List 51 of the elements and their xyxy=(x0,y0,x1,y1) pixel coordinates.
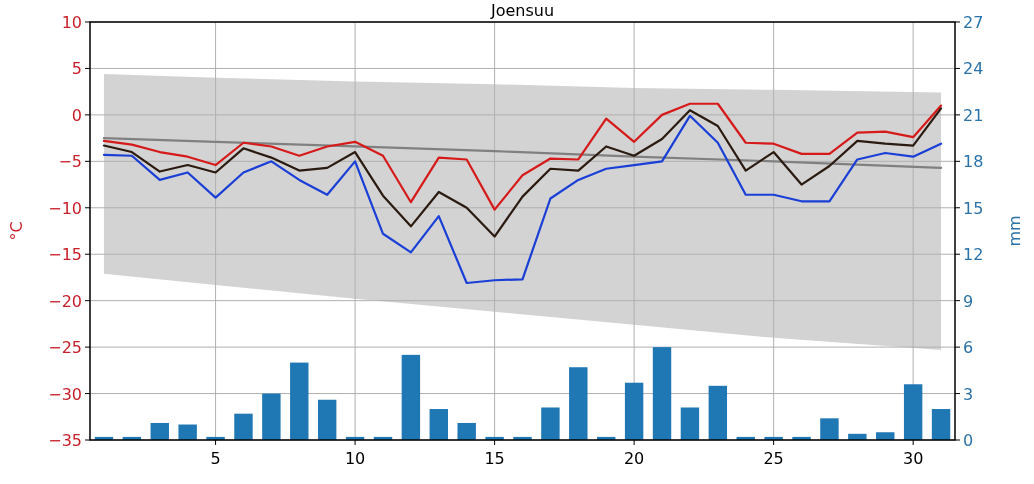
x-tick-label: 10 xyxy=(344,449,366,468)
y2-tick-label: 27 xyxy=(963,13,984,32)
x-tick-label: 20 xyxy=(623,449,645,468)
line-series xyxy=(102,137,943,169)
y2-tick-label: 9 xyxy=(963,291,974,311)
y-tick-label: −10 xyxy=(48,198,82,218)
y-tick-label: −5 xyxy=(58,152,82,172)
bar xyxy=(401,354,421,440)
y-tick-label: −25 xyxy=(48,338,82,358)
y-tick-label: 5 xyxy=(71,59,82,79)
bar xyxy=(262,393,281,440)
bar xyxy=(429,409,448,440)
bar xyxy=(234,413,253,440)
y2-tick-label: 18 xyxy=(963,152,984,172)
y2-tick-label: 21 xyxy=(963,105,984,125)
y-tick-label: −20 xyxy=(48,291,82,311)
bar xyxy=(708,385,728,440)
bar xyxy=(569,367,588,440)
bar xyxy=(680,407,700,440)
x-tick-label: 15 xyxy=(484,449,505,468)
y2-tick-label: 3 xyxy=(963,384,974,404)
bar xyxy=(541,407,560,440)
bar xyxy=(624,382,644,440)
bar xyxy=(317,399,337,440)
bar xyxy=(820,418,839,440)
y2-tick-label: 12 xyxy=(963,245,984,265)
y-tick-label: 0 xyxy=(71,105,82,125)
y-tick-label: −15 xyxy=(48,245,82,265)
bar xyxy=(652,347,672,440)
y-axis-title: °C xyxy=(7,221,26,241)
bar xyxy=(903,384,923,440)
x-tick-label: 30 xyxy=(902,449,924,468)
bar xyxy=(457,422,476,440)
x-tick-label: 5 xyxy=(210,449,221,468)
bar xyxy=(178,424,197,440)
line-series xyxy=(102,114,943,285)
y2-tick-label: 6 xyxy=(963,338,974,358)
y2-tick-label: 0 xyxy=(963,431,974,450)
y2-axis-title: mm xyxy=(1005,215,1024,247)
y-tick-label: 10 xyxy=(61,13,82,32)
line-series xyxy=(102,107,943,238)
y-tick-label: −30 xyxy=(48,384,82,404)
line-series xyxy=(102,102,943,211)
y-tick-label: −35 xyxy=(48,431,82,450)
bar xyxy=(150,422,169,440)
bar xyxy=(290,362,309,440)
y2-tick-label: 24 xyxy=(963,59,984,79)
x-tick-label: 25 xyxy=(763,449,784,468)
bar xyxy=(931,409,951,440)
y2-tick-label: 15 xyxy=(963,198,984,218)
chart-title: Joensuu xyxy=(489,1,555,20)
